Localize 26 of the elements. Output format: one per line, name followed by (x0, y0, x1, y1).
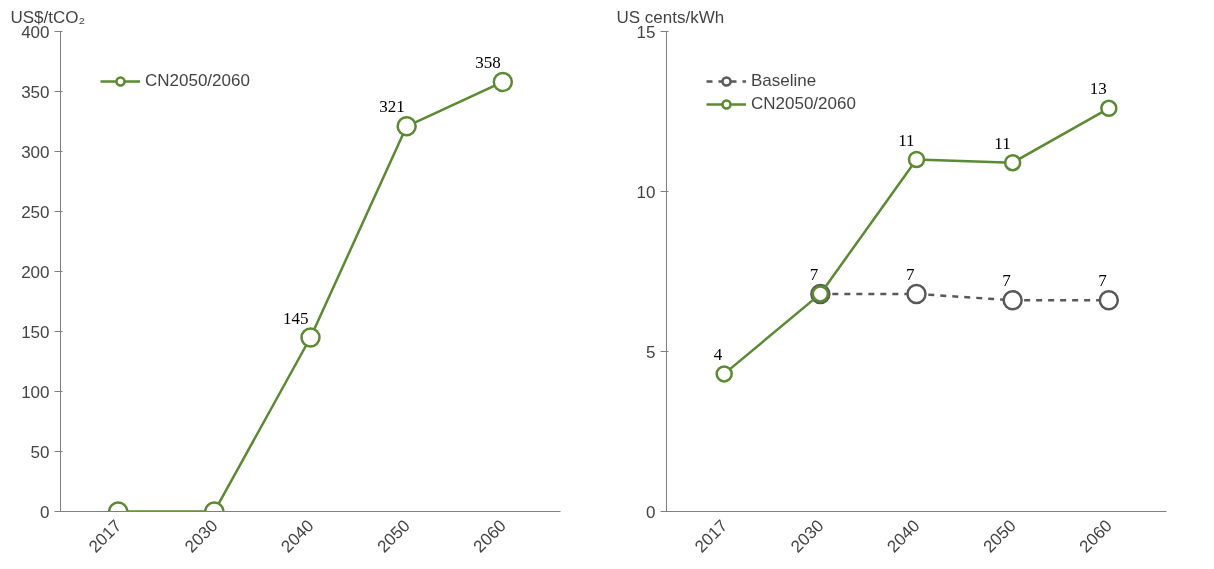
data-label: 7 (1098, 271, 1108, 291)
data-label: 7 (906, 264, 915, 284)
y-tick-label: 300 (21, 142, 50, 162)
data-label: 7 (809, 264, 819, 284)
data-label: 11 (898, 130, 915, 150)
data-label: 321 (379, 97, 405, 117)
y-tick-label: 0 (646, 502, 656, 522)
legend-label: CN2050/2060 (145, 71, 250, 91)
data-label: 358 (475, 52, 501, 72)
y-tick-label: 10 (636, 182, 656, 202)
y-tick-label: 200 (21, 262, 50, 282)
y-tick-label: 350 (21, 82, 50, 102)
y-tick-label: 0 (40, 502, 50, 522)
legend-label: Baseline (751, 71, 817, 91)
y-axis-title: US$/tCO₂ (10, 7, 86, 27)
y-tick-label: 150 (21, 322, 50, 342)
data-label: 145 (283, 308, 309, 328)
y-tick-label: 50 (30, 442, 50, 462)
y-tick-label: 5 (646, 342, 656, 362)
data-label: 13 (1089, 79, 1107, 99)
data-label: 7 (1002, 271, 1012, 291)
y-tick-label: 100 (21, 382, 50, 402)
data-label: 4 (713, 344, 723, 364)
legend-label: CN2050/2060 (751, 94, 856, 114)
y-tick-label: 250 (21, 202, 50, 222)
data-label: 11 (994, 133, 1011, 153)
